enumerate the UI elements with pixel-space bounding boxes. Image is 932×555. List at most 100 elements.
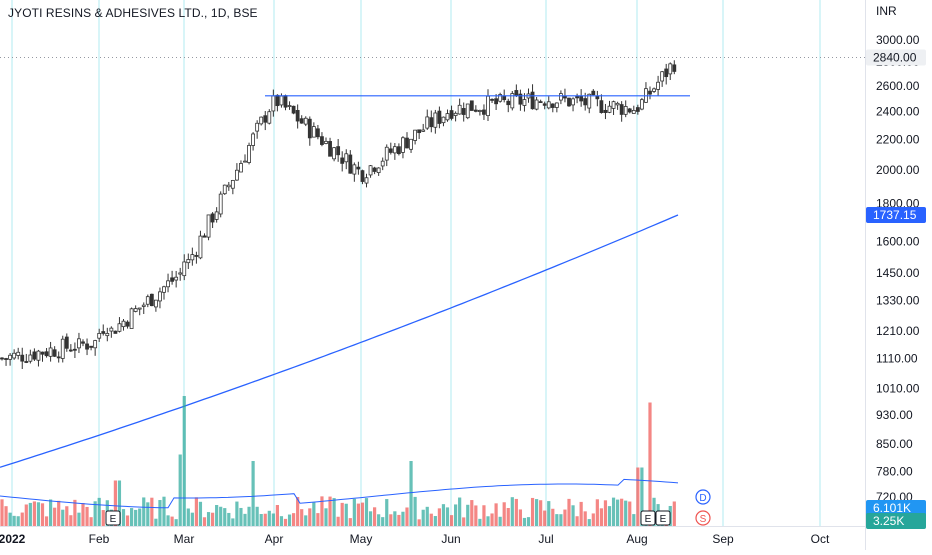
price-tick-label: 2400.00: [876, 104, 920, 118]
volume-bar: [53, 507, 57, 526]
currency-label: INR: [876, 4, 897, 18]
volume-bar: [182, 396, 186, 526]
volume-bar: [158, 500, 162, 526]
volume-bar: [81, 503, 85, 526]
candle-body: [421, 129, 426, 132]
candle-body: [538, 101, 543, 104]
volume-bar: [304, 515, 308, 526]
candle-body: [178, 272, 183, 275]
candle-body: [267, 111, 272, 124]
volume-bar: [563, 509, 567, 526]
candle-body: [20, 354, 25, 362]
price-tick-label: 1110.00: [876, 351, 918, 365]
candle-body: [571, 98, 575, 106]
candle-body: [174, 276, 179, 281]
price-tick-label: 2200.00: [876, 132, 920, 146]
candle-body: [340, 157, 345, 164]
volume-bar: [583, 511, 587, 526]
volume-bar: [8, 512, 12, 526]
split-marker: [695, 510, 711, 526]
candle-body: [12, 352, 17, 359]
volume-bar: [287, 514, 292, 526]
candle-body: [619, 104, 624, 115]
candlestick-series: [0, 60, 677, 370]
volume-bar: [61, 509, 65, 526]
candle-body: [437, 110, 442, 124]
volume-bar: [271, 513, 275, 526]
volume-bar: [312, 502, 316, 526]
volume-bar: [316, 513, 320, 526]
volume-bar: [154, 518, 158, 526]
volume-bar: [275, 505, 279, 526]
volume-bar: [478, 518, 482, 526]
volume-bar: [93, 501, 97, 526]
price-tick-label: 1330.00: [876, 293, 920, 307]
volume-bar: [138, 508, 142, 526]
candle-body: [263, 115, 268, 123]
volume-ma-line: [0, 478, 679, 509]
candle-body: [672, 64, 677, 72]
volume-bar: [28, 502, 32, 526]
candle-body: [101, 331, 106, 334]
time-tick-label: May: [350, 532, 373, 546]
volume-bar: [215, 505, 219, 526]
volume-bar: [526, 517, 531, 526]
volume-bar: [308, 508, 312, 526]
candle-body: [251, 133, 256, 146]
volume-bar: [462, 517, 466, 526]
candle-body: [473, 109, 478, 112]
volume-bar: [125, 515, 130, 526]
candle-body: [218, 193, 223, 215]
candle-body: [190, 254, 195, 261]
dividend-marker-label: D: [699, 493, 706, 504]
volume-bar: [385, 499, 389, 526]
volume-bar: [57, 500, 61, 526]
volume-bar: [36, 502, 41, 526]
candle-body: [85, 343, 89, 350]
volume-bar: [231, 518, 235, 526]
candle-body: [652, 88, 656, 92]
volume-bar: [441, 504, 446, 526]
volume-bar: [405, 507, 409, 526]
candle-body: [522, 99, 527, 106]
volume-bar: [134, 509, 138, 526]
time-tick-label: Apr: [265, 532, 284, 546]
volume-bar: [101, 510, 105, 526]
candle-body: [615, 102, 620, 106]
price-tick-label: 3000.00: [876, 33, 920, 47]
candle-body: [550, 103, 555, 108]
month-gridlines: [11, 0, 821, 526]
candle-body: [24, 361, 29, 363]
volume-bar: [624, 500, 628, 526]
candle-body: [113, 330, 118, 334]
volume-bar: [69, 515, 73, 526]
candle-body: [44, 351, 49, 357]
volume-bar: [166, 515, 170, 526]
candle-body: [52, 349, 57, 357]
volume-bar: [206, 512, 211, 526]
volume-bar: [255, 506, 259, 526]
candle-body: [105, 333, 110, 337]
volume-bar: [449, 515, 454, 526]
candle-body: [506, 100, 511, 106]
earnings-marker-box: [105, 510, 121, 526]
candle-body: [477, 110, 482, 112]
time-tick-label: Feb: [89, 532, 110, 546]
volume-bar: [628, 501, 632, 526]
candle-body: [546, 101, 551, 109]
volume-bar: [0, 499, 4, 526]
candle-body: [352, 164, 357, 175]
candle-body: [287, 105, 292, 107]
volume-bar: [510, 497, 514, 526]
volume-bar: [518, 509, 522, 526]
candle-body: [635, 107, 640, 112]
volume-bar: [300, 509, 304, 526]
candle-body: [648, 90, 652, 95]
volume-bar: [539, 500, 543, 526]
volume-bar: [198, 501, 203, 526]
volume-bar: [514, 498, 518, 526]
candle-body: [486, 95, 490, 117]
candle-body: [348, 154, 353, 174]
